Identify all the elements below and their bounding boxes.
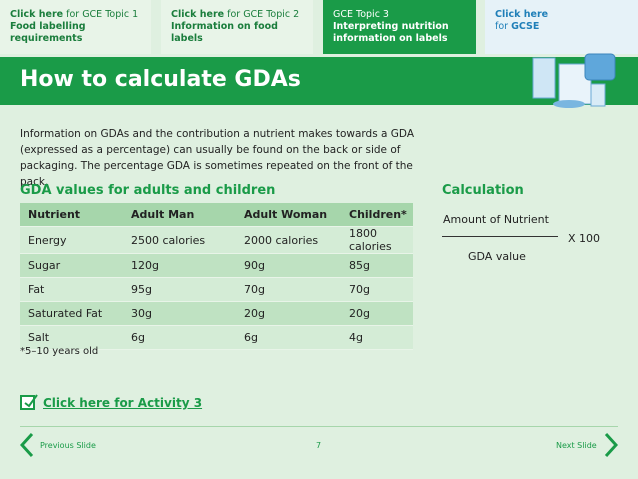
table-row: Nutrient Adult Man Adult Woman Children*	[20, 203, 413, 227]
table-row: Salt 6g 6g 4g	[20, 325, 413, 350]
table-cell: 90g	[236, 253, 341, 278]
tab-text: GCE Topic 3	[333, 9, 389, 20]
table-cell: 30g	[123, 301, 236, 326]
table-row: Energy 2500 calories 2000 calories 1800 cal…	[20, 226, 413, 254]
table-cell: 20g	[341, 301, 413, 326]
multiplier: X 100	[568, 232, 601, 245]
tab-text: for GCE Topic 1	[66, 9, 139, 20]
fraction-line	[442, 236, 558, 237]
table-cell: 2000 calories	[236, 226, 341, 254]
activity-link[interactable]: Click here for Activity 3	[43, 396, 203, 410]
activity-icon	[20, 394, 38, 410]
gda-table: Nutrient Adult Man Adult Woman Children* Ene…	[20, 203, 413, 350]
tab-link[interactable]: Click here	[171, 9, 225, 20]
intro-text: Information on GDAs and the contribution…	[20, 128, 414, 188]
next-link[interactable]: Next Slide	[556, 441, 597, 450]
table-cell: Adult Man	[123, 203, 236, 227]
prev-arrow[interactable]	[20, 432, 34, 458]
page-number: 7	[316, 441, 322, 450]
denominator: GDA value	[468, 250, 526, 263]
header: How to calculate GDAs	[0, 57, 638, 105]
table-cell: Nutrient	[20, 203, 123, 227]
tab-link[interactable]: Click here	[10, 9, 64, 20]
tab[interactable]: Click here for GCE Topic 2 Information on…	[161, 0, 313, 54]
table-cell: Salt	[20, 325, 123, 350]
table-cell: Fat	[20, 277, 123, 302]
table-cell: 2500 calories	[123, 226, 236, 254]
tab[interactable]: Click here for GCSE	[485, 0, 638, 54]
calc-title: Calculation	[442, 183, 524, 198]
table-cell: 4g	[341, 325, 413, 350]
table-row: Fat 95g 70g 70g	[20, 277, 413, 302]
table-cell: 70g	[341, 277, 413, 302]
table-cell: 6g	[123, 325, 236, 350]
tab-active: GCE Topic 3 Interpreting nutrition inform…	[323, 0, 476, 54]
numerator: Amount of Nutrient	[443, 213, 549, 226]
table-cell: 95g	[123, 277, 236, 302]
tab[interactable]: Click here for GCE Topic 1 Food labelling…	[0, 0, 151, 54]
table-row: Sugar 120g 90g 85g	[20, 253, 413, 278]
tab-link[interactable]: Click here	[495, 9, 549, 20]
tab-subtitle: Food labelling requirements	[10, 21, 86, 44]
tab-bold: GCSE	[511, 21, 540, 32]
table-cell: 120g	[123, 253, 236, 278]
table-cell: 70g	[236, 277, 341, 302]
tab-text: for	[495, 21, 509, 32]
table-cell: Adult Woman	[236, 203, 341, 227]
prev-link[interactable]: Previous Slide	[40, 441, 96, 450]
table-title: GDA values for adults and children	[20, 183, 276, 198]
table-cell: 20g	[236, 301, 341, 326]
table-cell: Children*	[341, 203, 413, 227]
table-row: Saturated Fat 30g 20g 20g	[20, 301, 413, 326]
table-cell: 1800 calories	[341, 226, 413, 254]
next-arrow[interactable]	[604, 432, 618, 458]
footer-rule	[20, 426, 618, 427]
table-cell: 6g	[236, 325, 341, 350]
food-illustration	[532, 53, 616, 108]
table-cell: Saturated Fat	[20, 301, 123, 326]
title: How to calculate GDAs	[20, 67, 301, 92]
table-cell: Sugar	[20, 253, 123, 278]
table-note: *5–10 years old	[20, 346, 99, 357]
tab-subtitle: Interpreting nutrition information on la…	[333, 21, 449, 44]
table-cell: 85g	[341, 253, 413, 278]
table-cell: Energy	[20, 226, 123, 254]
tab-text: for GCE Topic 2	[227, 9, 300, 20]
tab-subtitle: Information on food labels	[171, 21, 278, 44]
